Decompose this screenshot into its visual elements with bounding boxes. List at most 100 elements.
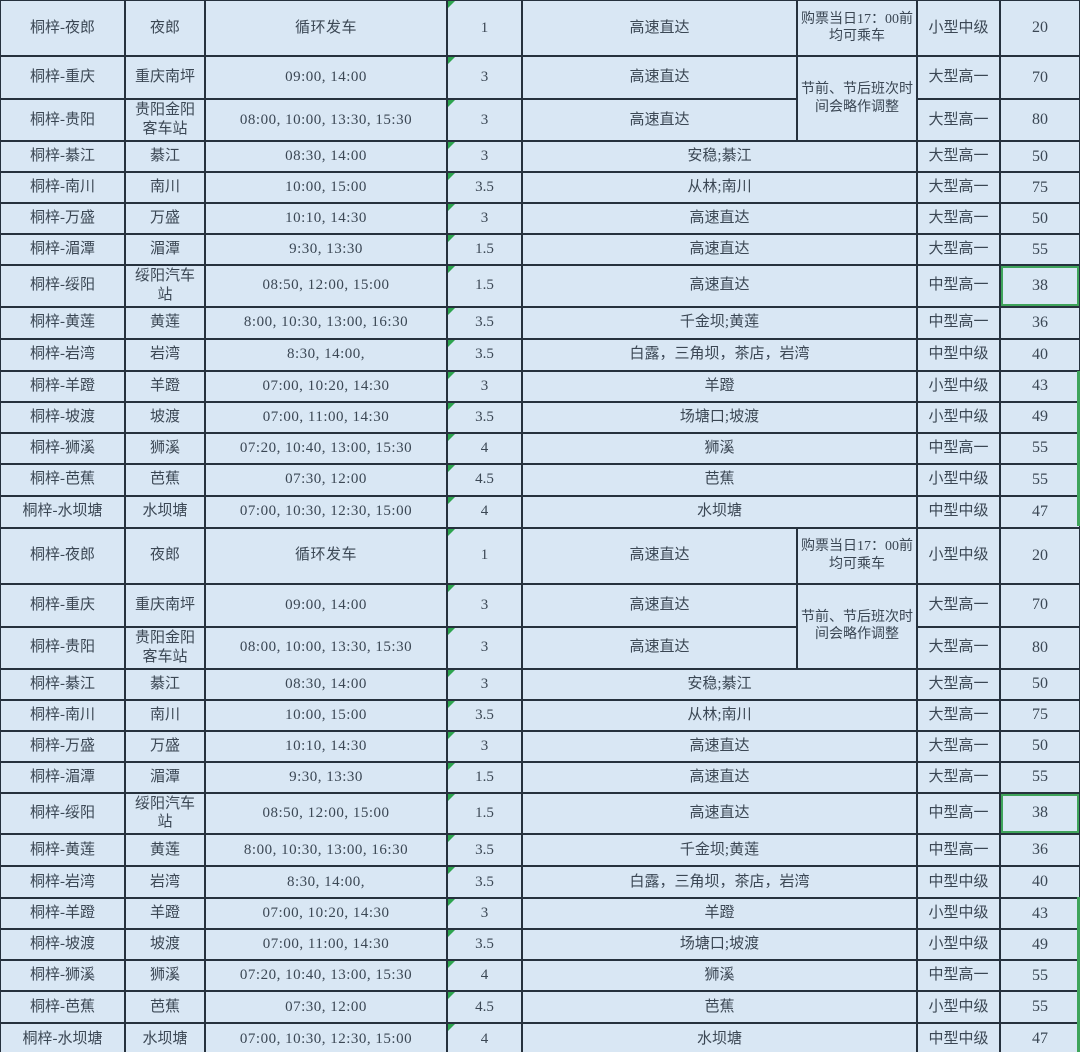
cell-via[interactable]: 羊蹬 xyxy=(521,369,918,403)
cell-vehicle[interactable]: 中型高一 xyxy=(916,305,1001,340)
cell-vehicle[interactable]: 大型高一 xyxy=(916,760,1001,794)
cell-duration[interactable]: 3.5 xyxy=(446,865,523,899)
cell-price[interactable]: 55 xyxy=(999,431,1080,465)
cell-times[interactable]: 8:30, 14:00, xyxy=(204,337,448,372)
cell-times[interactable]: 07:30, 12:00 xyxy=(204,990,448,1024)
cell-via[interactable]: 水坝塘 xyxy=(521,494,918,529)
cell-price[interactable]: 55 xyxy=(999,959,1080,992)
cell-price[interactable]: 55 xyxy=(999,462,1080,497)
cell-times[interactable]: 8:00, 10:30, 13:00, 16:30 xyxy=(204,305,448,340)
cell-vehicle[interactable]: 小型中级 xyxy=(916,928,1001,961)
cell-vehicle[interactable]: 大型高一 xyxy=(916,625,1001,670)
cell-times[interactable]: 08:30, 14:00 xyxy=(204,140,448,173)
cell-route[interactable]: 桐梓-南川 xyxy=(0,171,126,204)
cell-vehicle[interactable]: 大型高一 xyxy=(916,698,1001,732)
cell-vehicle[interactable]: 小型中级 xyxy=(916,462,1001,497)
cell-station[interactable]: 狮溪 xyxy=(124,959,206,992)
cell-vehicle[interactable]: 小型中级 xyxy=(916,990,1001,1024)
cell-times[interactable]: 07:00, 10:30, 12:30, 15:00 xyxy=(204,494,448,529)
cell-note[interactable]: 节前、节后班次时间会略作调整 xyxy=(796,582,918,670)
cell-times[interactable]: 07:00, 11:00, 14:30 xyxy=(204,928,448,961)
cell-station[interactable]: 夜郎 xyxy=(124,526,206,585)
cell-route[interactable]: 桐梓-岩湾 xyxy=(0,337,126,372)
cell-via[interactable]: 狮溪 xyxy=(521,959,918,992)
cell-vehicle[interactable]: 大型高一 xyxy=(916,233,1001,266)
cell-station[interactable]: 水坝塘 xyxy=(124,1022,206,1052)
cell-station[interactable]: 贵阳金阳客车站 xyxy=(124,625,206,670)
cell-via[interactable]: 水坝塘 xyxy=(521,1022,918,1052)
cell-price[interactable]: 38 xyxy=(999,264,1080,308)
cell-route[interactable]: 桐梓-坡渡 xyxy=(0,400,126,434)
cell-duration[interactable]: 1.5 xyxy=(446,791,523,835)
cell-vehicle[interactable]: 大型高一 xyxy=(916,729,1001,763)
cell-via[interactable]: 千金坝;黄莲 xyxy=(521,833,918,867)
cell-price[interactable]: 80 xyxy=(999,625,1080,670)
cell-vehicle[interactable]: 大型高一 xyxy=(916,667,1001,701)
cell-route[interactable]: 桐梓-水坝塘 xyxy=(0,1022,126,1052)
cell-vehicle[interactable]: 大型高一 xyxy=(916,140,1001,173)
cell-price[interactable]: 50 xyxy=(999,140,1080,173)
cell-vehicle[interactable]: 中型中级 xyxy=(916,865,1001,899)
cell-vehicle[interactable]: 小型中级 xyxy=(916,369,1001,403)
cell-vehicle[interactable]: 中型高一 xyxy=(916,959,1001,992)
cell-price[interactable]: 55 xyxy=(999,990,1080,1024)
cell-station[interactable]: 湄潭 xyxy=(124,760,206,794)
cell-vehicle[interactable]: 小型中级 xyxy=(916,400,1001,434)
cell-route[interactable]: 桐梓-湄潭 xyxy=(0,760,126,794)
cell-price[interactable]: 49 xyxy=(999,928,1080,961)
cell-via[interactable]: 高速直达 xyxy=(521,582,798,628)
cell-vehicle[interactable]: 大型高一 xyxy=(916,171,1001,204)
cell-duration[interactable]: 3.5 xyxy=(446,337,523,372)
cell-price[interactable]: 36 xyxy=(999,833,1080,867)
cell-via[interactable]: 安稳;綦江 xyxy=(521,667,918,701)
cell-price[interactable]: 47 xyxy=(999,1022,1080,1052)
cell-price[interactable]: 55 xyxy=(999,233,1080,266)
cell-via[interactable]: 高速直达 xyxy=(521,760,918,794)
cell-duration[interactable]: 4.5 xyxy=(446,462,523,497)
cell-price[interactable]: 50 xyxy=(999,729,1080,763)
cell-times[interactable]: 9:30, 13:30 xyxy=(204,760,448,794)
cell-station[interactable]: 羊蹬 xyxy=(124,897,206,930)
cell-station[interactable]: 狮溪 xyxy=(124,431,206,465)
cell-station[interactable]: 綦江 xyxy=(124,667,206,701)
cell-price[interactable]: 80 xyxy=(999,98,1080,142)
cell-station[interactable]: 羊蹬 xyxy=(124,369,206,403)
cell-duration[interactable]: 1.5 xyxy=(446,760,523,794)
cell-duration[interactable]: 3 xyxy=(446,55,523,100)
cell-via[interactable]: 狮溪 xyxy=(521,431,918,465)
cell-times[interactable]: 09:00, 14:00 xyxy=(204,582,448,628)
cell-times[interactable]: 08:50, 12:00, 15:00 xyxy=(204,264,448,308)
cell-vehicle[interactable]: 小型中级 xyxy=(916,0,1001,57)
cell-station[interactable]: 夜郎 xyxy=(124,0,206,57)
cell-duration[interactable]: 3 xyxy=(446,625,523,670)
cell-station[interactable]: 南川 xyxy=(124,171,206,204)
cell-station[interactable]: 芭蕉 xyxy=(124,990,206,1024)
cell-station[interactable]: 黄莲 xyxy=(124,305,206,340)
cell-via[interactable]: 白露，三角坝，茶店，岩湾 xyxy=(521,865,918,899)
cell-duration[interactable]: 4 xyxy=(446,1022,523,1052)
cell-duration[interactable]: 3.5 xyxy=(446,928,523,961)
cell-vehicle[interactable]: 中型高一 xyxy=(916,264,1001,308)
cell-via[interactable]: 场塘口;坡渡 xyxy=(521,928,918,961)
cell-times[interactable]: 07:00, 10:20, 14:30 xyxy=(204,897,448,930)
cell-station[interactable]: 坡渡 xyxy=(124,400,206,434)
cell-duration[interactable]: 1.5 xyxy=(446,264,523,308)
cell-vehicle[interactable]: 大型高一 xyxy=(916,582,1001,628)
cell-note[interactable]: 购票当日17：00前均可乘车 xyxy=(796,0,918,57)
cell-times[interactable]: 10:00, 15:00 xyxy=(204,698,448,732)
cell-price[interactable]: 20 xyxy=(999,0,1080,57)
cell-route[interactable]: 桐梓-綦江 xyxy=(0,140,126,173)
cell-price[interactable]: 36 xyxy=(999,305,1080,340)
cell-times[interactable]: 07:30, 12:00 xyxy=(204,462,448,497)
cell-duration[interactable]: 3.5 xyxy=(446,305,523,340)
cell-via[interactable]: 场塘口;坡渡 xyxy=(521,400,918,434)
cell-route[interactable]: 桐梓-羊蹬 xyxy=(0,897,126,930)
cell-times[interactable]: 10:00, 15:00 xyxy=(204,171,448,204)
cell-station[interactable]: 重庆南坪 xyxy=(124,582,206,628)
cell-via[interactable]: 高速直达 xyxy=(521,729,918,763)
cell-route[interactable]: 桐梓-芭蕉 xyxy=(0,990,126,1024)
cell-vehicle[interactable]: 小型中级 xyxy=(916,526,1001,585)
cell-times[interactable]: 08:30, 14:00 xyxy=(204,667,448,701)
cell-times[interactable]: 07:00, 10:20, 14:30 xyxy=(204,369,448,403)
cell-vehicle[interactable]: 中型中级 xyxy=(916,1022,1001,1052)
